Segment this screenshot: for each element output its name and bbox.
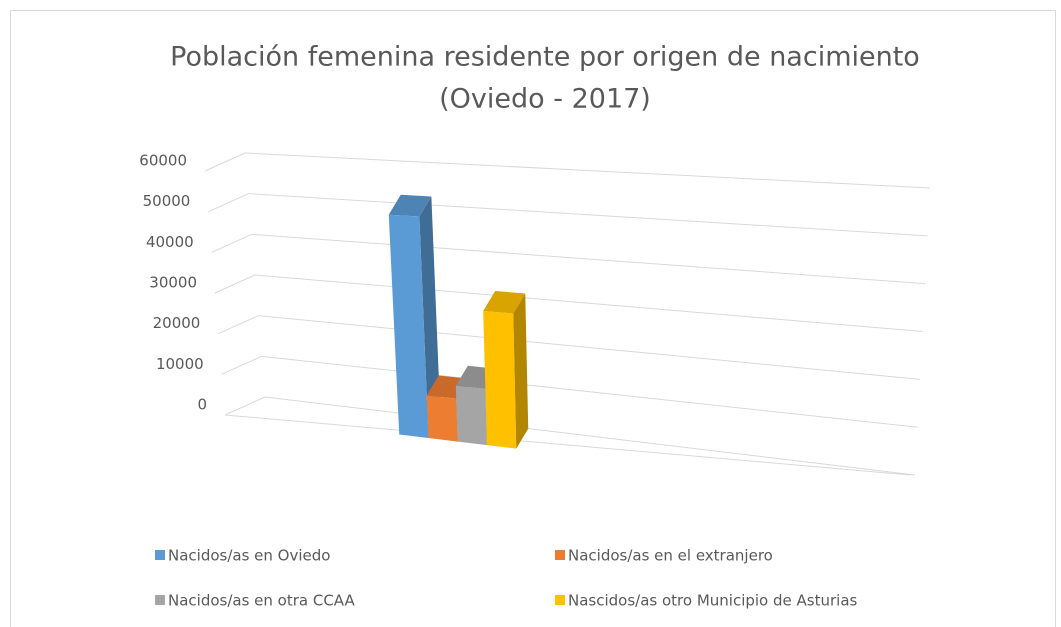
- grid-line: [204, 152, 246, 172]
- legend-swatch: [155, 550, 165, 560]
- legend-label: Nacidos/as en Oviedo: [168, 547, 330, 565]
- grid-line: [214, 274, 256, 294]
- bar-front: [455, 385, 487, 446]
- bar-front: [388, 214, 429, 439]
- legend-label: Nacidos/as en otra CCAA: [168, 592, 355, 610]
- y-tick-label: 60000: [139, 152, 187, 170]
- floor-edge: [224, 414, 911, 476]
- bar-front: [483, 311, 517, 449]
- grid-line: [208, 193, 249, 213]
- bar: [483, 291, 529, 449]
- y-tick-label: 0: [197, 396, 207, 414]
- bar-front: [426, 395, 458, 442]
- grid-line: [261, 355, 918, 428]
- legend-swatch: [155, 595, 165, 605]
- grid-line: [244, 152, 931, 189]
- grid-line: [211, 233, 252, 253]
- legend-swatch: [555, 595, 565, 605]
- grid-line: [224, 396, 266, 416]
- y-tick-label: 40000: [146, 233, 194, 251]
- grid-line: [258, 315, 921, 380]
- bar-side: [419, 196, 441, 439]
- grid-line: [264, 396, 916, 476]
- y-tick-label: 30000: [149, 274, 197, 292]
- bar-top: [388, 194, 432, 217]
- grid-line: [248, 193, 928, 237]
- bar-top: [483, 291, 526, 314]
- grid-line: [221, 355, 262, 375]
- legend-swatch: [555, 550, 565, 560]
- grid-line: [254, 274, 923, 332]
- legend-label: Nacidos/as en el extranjero: [568, 547, 773, 565]
- y-tick-label: 20000: [153, 314, 201, 332]
- grid-line: [218, 315, 259, 335]
- chart-title: (Oviedo - 2017): [439, 84, 651, 115]
- bar: [388, 194, 441, 439]
- grid-line: [251, 233, 926, 285]
- chart-title: Población femenina residente por origen …: [170, 42, 920, 73]
- legend-label: Nascidos/as otro Municipio de Asturias: [568, 592, 858, 610]
- y-tick-label: 10000: [156, 355, 204, 373]
- bar-side: [513, 293, 529, 449]
- y-tick-label: 50000: [143, 192, 191, 210]
- chart-frame: [10, 10, 1056, 627]
